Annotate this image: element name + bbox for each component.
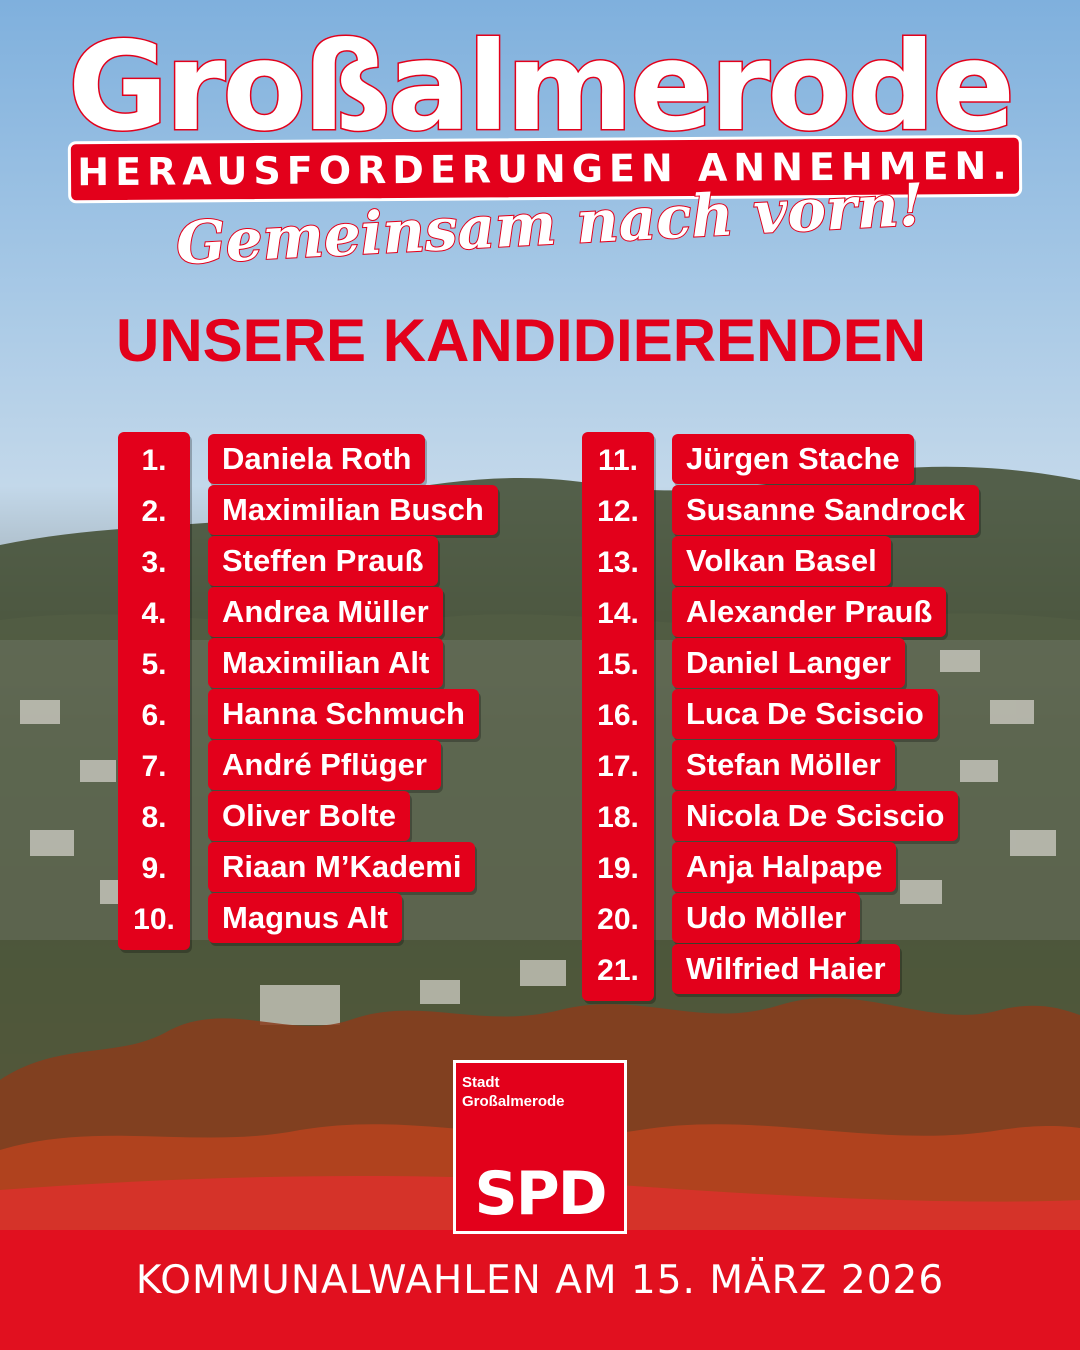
candidate-name-box: Anja Halpape [672, 842, 897, 892]
candidate-number: 16. [597, 699, 639, 732]
candidate-name-box: Susanne Sandrock [672, 485, 980, 535]
candidate-name-box: Hanna Schmuch [208, 689, 479, 739]
candidate-name: Riaan M’Kademi [222, 849, 462, 884]
candidate-number: 8. [141, 801, 167, 834]
candidate-name-box: Alexander Prauß [672, 587, 947, 637]
candidate-number: 12. [597, 495, 639, 528]
candidate-name: Nicola De Sciscio [686, 798, 945, 833]
candidate-number: 5. [141, 648, 167, 681]
candidate-number: 4. [141, 597, 167, 630]
candidate-name-box: Riaan M’Kademi [208, 842, 476, 892]
candidate-name-box: Maximilian Alt [208, 638, 444, 688]
candidate-name: Magnus Alt [222, 900, 388, 935]
election-date-footer: KOMMUNALWAHLEN AM 15. MÄRZ 2026 [135, 1258, 945, 1303]
candidate-name: Luca De Sciscio [686, 696, 924, 731]
candidate-number: 20. [597, 903, 639, 936]
candidate-number: 14. [597, 597, 639, 630]
candidate-number: 15. [597, 648, 639, 681]
candidate-name-box: Jürgen Stache [672, 434, 914, 484]
candidate-name-box: Udo Möller [672, 893, 861, 943]
candidate-name: Andrea Müller [222, 594, 429, 629]
candidates-heading: UNSERE KANDIDIERENDEN [116, 307, 927, 374]
number-strip [118, 432, 190, 950]
candidate-name-box: Maximilian Busch [208, 485, 498, 535]
candidate-name-box: Andrea Müller [208, 587, 443, 637]
candidate-name: André Pflüger [222, 747, 427, 782]
candidate-number: 18. [597, 801, 639, 834]
candidate-name-box: Magnus Alt [208, 893, 402, 943]
candidate-name: Steffen Prauß [222, 543, 424, 578]
candidate-number: 11. [597, 444, 639, 477]
candidate-name-box: André Pflüger [208, 740, 441, 790]
candidate-number: 1. [141, 444, 167, 477]
candidate-name: Udo Möller [686, 900, 847, 935]
candidate-number: 9. [141, 852, 167, 885]
candidate-name: Hanna Schmuch [222, 696, 465, 731]
candidate-name: Oliver Bolte [222, 798, 396, 833]
candidate-name-box: Volkan Basel [672, 536, 891, 586]
candidate-name-box: Nicola De Sciscio [672, 791, 959, 841]
candidate-name: Stefan Möller [686, 747, 881, 782]
candidate-name: Alexander Prauß [686, 594, 933, 629]
candidate-name: Jürgen Stache [686, 441, 900, 476]
candidate-number: 21. [597, 954, 639, 987]
candidate-number: 13. [597, 546, 639, 579]
candidate-name: Daniel Langer [686, 645, 891, 680]
candidate-number: 10. [133, 903, 175, 936]
logo-party-name: SPD [474, 1159, 608, 1229]
candidate-name-box: Steffen Prauß [208, 536, 438, 586]
candidate-name-box: Stefan Möller [672, 740, 895, 790]
candidate-name: Daniela Roth [222, 441, 412, 476]
candidate-number: 7. [141, 750, 167, 783]
candidate-number: 6. [141, 699, 167, 732]
candidate-name: Susanne Sandrock [686, 492, 966, 527]
spd-logo: Stadt Großalmerode SPD [453, 1060, 627, 1234]
town-title: Großalmerode [67, 16, 1017, 158]
candidate-name: Maximilian Alt [222, 645, 430, 680]
candidate-name-box: Daniela Roth [208, 434, 426, 484]
candidate-name-box: Wilfried Haier [672, 944, 900, 994]
logo-line-stadt: Stadt [462, 1074, 500, 1091]
candidate-name: Maximilian Busch [222, 492, 484, 527]
candidate-number: 2. [141, 495, 167, 528]
logo-line-town: Großalmerode [462, 1093, 565, 1110]
candidate-name: Anja Halpape [686, 849, 883, 884]
logo-subtitle: Stadt Großalmerode [462, 1073, 622, 1111]
candidate-number: 3. [141, 546, 167, 579]
number-strip [582, 432, 654, 1001]
candidate-name-box: Daniel Langer [672, 638, 905, 688]
candidate-name: Volkan Basel [686, 543, 877, 578]
candidate-name-box: Luca De Sciscio [672, 689, 938, 739]
candidate-number: 17. [597, 750, 639, 783]
candidate-name-box: Oliver Bolte [208, 791, 410, 841]
candidate-number: 19. [597, 852, 639, 885]
candidate-name: Wilfried Haier [686, 951, 886, 986]
